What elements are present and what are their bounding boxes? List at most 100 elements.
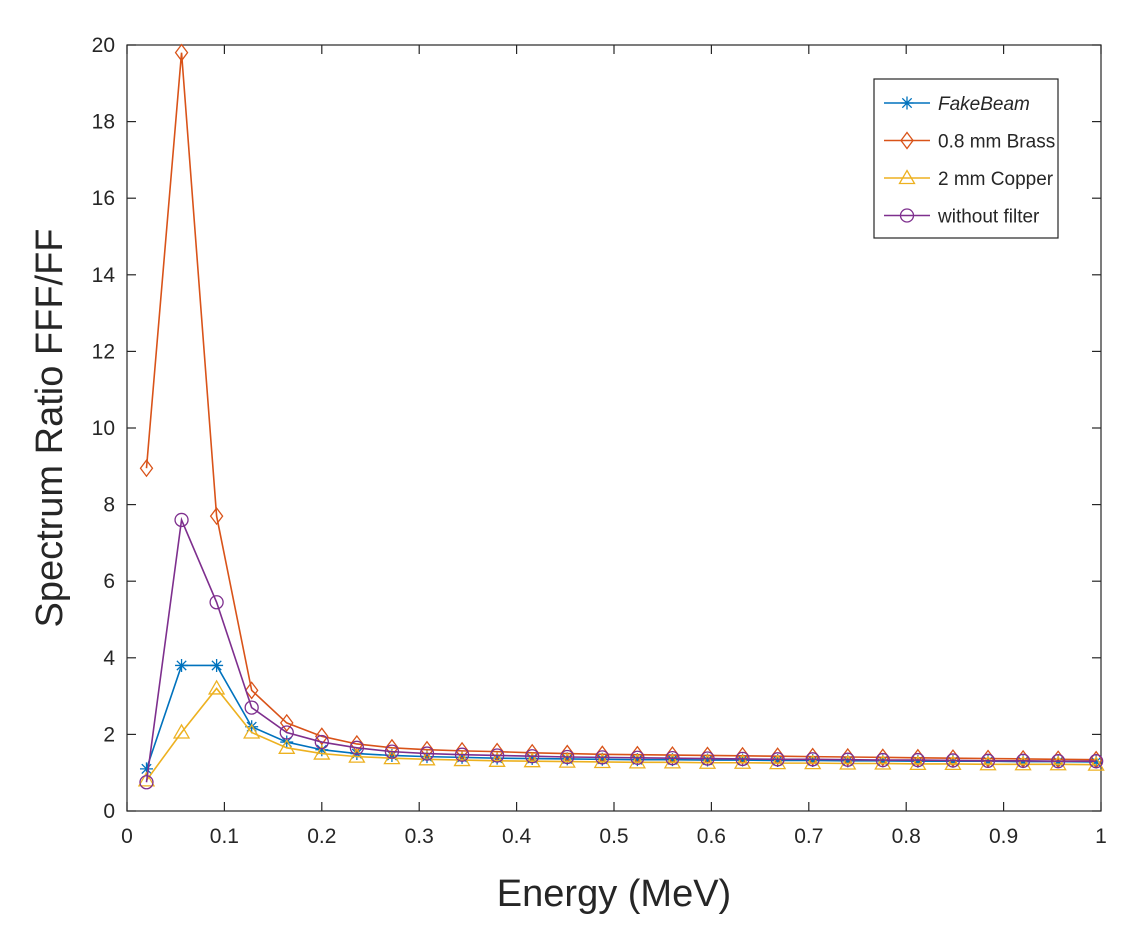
data-point [348, 747, 366, 763]
data-point [630, 750, 645, 765]
data-point [137, 771, 156, 787]
series-2-mm-copper [137, 679, 1105, 787]
data-point [174, 512, 189, 528]
x-tick-label: 0.5 [599, 825, 628, 848]
data-point [209, 595, 224, 610]
y-tick-label: 18 [92, 111, 115, 134]
data-point [174, 43, 189, 62]
data-point [595, 752, 609, 766]
data-point [279, 725, 294, 740]
x-tick-label: 0.8 [892, 825, 921, 848]
data-point [207, 679, 226, 695]
y-tick-label: 2 [103, 723, 115, 746]
data-point [489, 748, 505, 763]
data-point [560, 749, 575, 765]
data-point [701, 753, 715, 767]
data-point [280, 735, 294, 749]
data-point [1049, 755, 1067, 771]
data-point [1088, 754, 1104, 769]
data-point [874, 754, 892, 770]
y-tick-label: 10 [92, 417, 115, 440]
x-tick-label: 0.2 [307, 825, 336, 848]
legend-label: without filter [937, 207, 1040, 228]
legend-marker [900, 131, 914, 150]
legend-item: 0.8 mm Brass [884, 131, 1055, 153]
data-point [244, 681, 259, 700]
data-point [733, 753, 752, 769]
data-point [630, 753, 644, 767]
y-axis-title: Spectrum Ratio FFF/FF [29, 228, 71, 627]
x-axis-title: Energy (MeV) [497, 873, 731, 915]
data-point [243, 723, 261, 739]
legend-label: FakeBeam [938, 94, 1030, 115]
data-point [314, 734, 329, 750]
legend-marker [899, 208, 915, 223]
data-point [595, 750, 610, 765]
legend: FakeBeam 0.8 mm Brass 2 mm Copper without f… [873, 78, 1059, 239]
data-point [875, 752, 890, 768]
data-point [209, 507, 224, 526]
legend-marker [898, 169, 916, 185]
y-tick-label: 6 [103, 570, 115, 593]
data-point [841, 754, 855, 768]
data-point [313, 744, 331, 760]
data-point [980, 753, 996, 768]
series-layer [137, 43, 1105, 790]
x-tick-label: 0 [121, 825, 133, 848]
data-point [805, 752, 820, 767]
data-point [420, 740, 434, 759]
y-tick-label: 20 [92, 34, 115, 57]
data-point [1014, 755, 1032, 771]
data-point [840, 752, 855, 767]
data-point [769, 754, 787, 770]
data-point [1050, 754, 1066, 769]
data-point [490, 742, 504, 761]
series-line [145, 687, 1097, 781]
y-tick-label: 16 [92, 187, 115, 210]
data-point [700, 751, 715, 766]
data-point [911, 754, 925, 768]
data-point [839, 754, 857, 770]
data-point [490, 751, 504, 765]
data-point [210, 658, 224, 672]
series-line [145, 664, 1097, 770]
data-point [244, 700, 259, 715]
legend-item: without filter [884, 207, 1040, 228]
data-point [804, 754, 822, 770]
data-point [735, 751, 750, 767]
data-point [385, 738, 399, 757]
data-point [663, 753, 682, 769]
data-point [454, 747, 470, 762]
data-point [770, 752, 785, 767]
data-point [139, 762, 153, 776]
data-point [910, 752, 926, 768]
data-point [315, 743, 329, 757]
data-point [488, 752, 506, 767]
data-point [455, 750, 469, 764]
data-point [909, 755, 927, 771]
data-point [139, 775, 154, 790]
data-point [1087, 755, 1105, 771]
data-point [593, 753, 611, 769]
data-point [419, 746, 435, 761]
data-point [944, 755, 962, 771]
data-point [558, 752, 576, 768]
legend-marker [900, 96, 914, 110]
legend-label: 0.8 mm Brass [938, 132, 1055, 153]
data-point [736, 753, 750, 767]
data-point [384, 744, 400, 759]
data-point [175, 658, 189, 672]
y-tick-label: 0 [103, 800, 115, 823]
data-point [806, 753, 820, 767]
y-tick-label: 14 [92, 264, 116, 287]
data-point [453, 751, 471, 767]
legend-label: 2 mm Copper [938, 169, 1054, 190]
x-tick-label: 0.3 [405, 825, 434, 848]
y-tick-label: 12 [92, 340, 115, 363]
data-point [979, 755, 997, 771]
data-point [314, 727, 329, 746]
data-point [350, 734, 364, 754]
data-point [139, 459, 154, 478]
